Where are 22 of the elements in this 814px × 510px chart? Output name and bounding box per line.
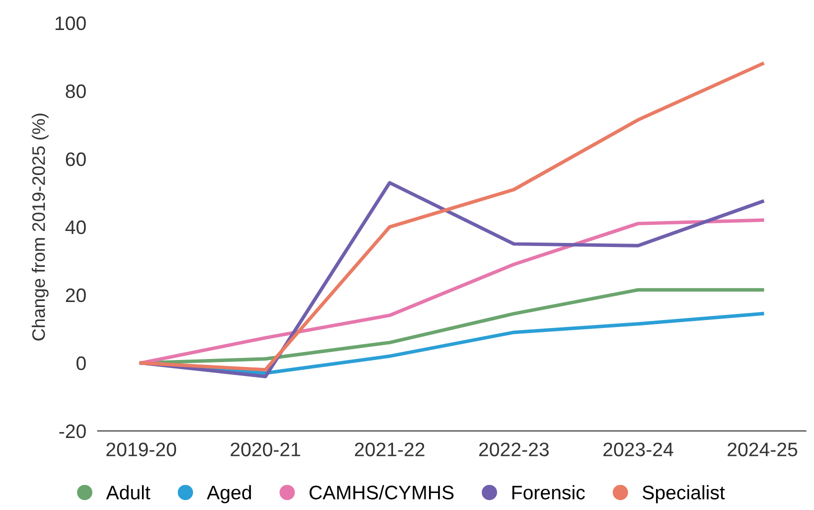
y-tick-label: 80	[66, 84, 86, 98]
x-tick-label: 2023-24	[603, 442, 674, 456]
x-tick-label: 2024-25	[728, 442, 798, 456]
x-tick-label: 2019-20	[106, 442, 176, 456]
line-series	[139, 218, 764, 365]
line-series	[139, 62, 764, 372]
y-tick-label: 20	[66, 288, 86, 302]
y-tick-label: 100	[56, 16, 86, 30]
y-tick-label: 0	[76, 356, 86, 370]
y-tick-label: -20	[59, 424, 86, 438]
line-series	[139, 181, 764, 378]
x-tick-label: 2021-22	[354, 442, 424, 456]
legend-label: Adult	[106, 485, 150, 500]
y-axis-title: Change from 2019-2025 (%)	[32, 114, 49, 340]
x-tick-label: 2020-21	[230, 442, 300, 456]
legend-label: Forensic	[512, 485, 585, 500]
x-tick-label: 2022-23	[479, 442, 549, 456]
y-tick-label: 40	[65, 220, 86, 234]
legend-label: Aged	[206, 485, 251, 504]
y-tick-label: 60	[66, 152, 86, 166]
legend-label: Specialist	[642, 485, 725, 504]
legend-label: CAMHS/CYMHS	[310, 485, 454, 500]
